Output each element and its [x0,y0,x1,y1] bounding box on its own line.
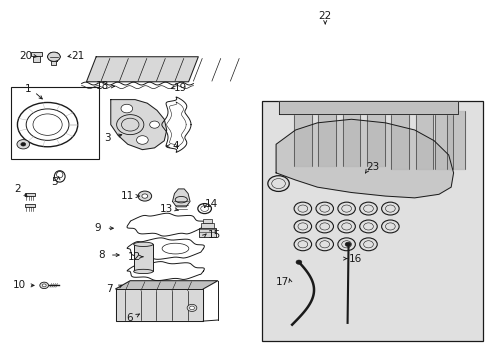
Ellipse shape [133,242,153,247]
Bar [51,61,56,64]
Text: 11: 11 [121,191,134,201]
Circle shape [345,242,350,247]
Bar [32,56,40,62]
Polygon shape [116,281,217,289]
Text: 15: 15 [207,230,221,240]
Circle shape [42,284,46,287]
Bar [30,53,42,56]
Bar [202,219,212,223]
Circle shape [295,260,301,264]
Polygon shape [278,102,458,114]
Circle shape [138,191,151,201]
Text: 20: 20 [19,51,32,61]
Text: 16: 16 [348,253,361,264]
Text: 4: 4 [172,141,179,151]
Text: 12: 12 [127,252,141,262]
Text: 10: 10 [13,280,26,291]
Text: 8: 8 [98,250,104,260]
Circle shape [189,306,194,310]
Bar [261,102,482,341]
Text: 17: 17 [275,277,288,287]
Text: 22: 22 [318,12,331,21]
Circle shape [40,282,48,289]
Bar [25,204,35,207]
Text: 21: 21 [71,51,84,61]
Text: 18: 18 [96,81,109,91]
Ellipse shape [175,197,187,203]
Circle shape [47,52,60,62]
Polygon shape [86,57,198,82]
Text: 3: 3 [104,133,110,143]
Text: 19: 19 [173,83,186,93]
Circle shape [142,194,147,198]
Bar [11,87,99,158]
Polygon shape [116,289,203,321]
Bar [25,193,35,196]
Polygon shape [111,100,166,150]
Text: 9: 9 [94,223,101,233]
Circle shape [149,121,159,128]
Bar [133,244,153,271]
Text: 14: 14 [204,199,218,209]
Text: 1: 1 [25,84,31,94]
Circle shape [21,143,26,146]
Text: 2: 2 [14,184,20,194]
Bar [199,228,216,237]
Text: 13: 13 [160,203,173,213]
Text: 7: 7 [106,284,113,294]
Bar [201,223,214,228]
Polygon shape [172,189,190,207]
Text: 23: 23 [366,162,379,172]
Circle shape [17,140,30,149]
Circle shape [187,304,197,311]
Ellipse shape [162,243,188,254]
Polygon shape [276,119,453,198]
Text: 5: 5 [51,177,58,187]
Circle shape [136,136,148,144]
Ellipse shape [133,269,153,274]
Text: 6: 6 [126,312,132,323]
Circle shape [121,104,132,113]
